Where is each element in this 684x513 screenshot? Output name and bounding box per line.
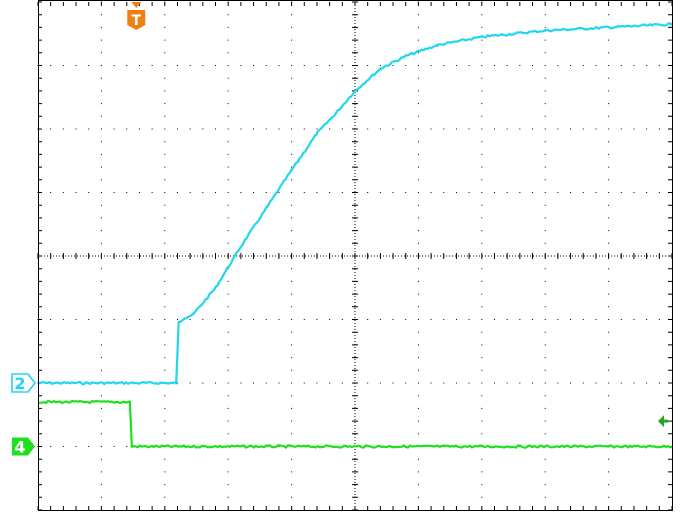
center-axes: [37, 1, 673, 511]
waveform-traces: [37, 22, 673, 449]
trigger-level-indicator: [658, 415, 668, 428]
channel-2-trace: [37, 22, 673, 386]
channel-4-ground-marker: 4: [12, 437, 35, 457]
trigger-badge: [127, 10, 146, 30]
channel-markers: 2 4 T: [11, 2, 668, 457]
channel-4-trace: [37, 399, 673, 449]
channel-2-label: 2: [14, 374, 25, 393]
channel-4-label: 4: [14, 438, 25, 457]
trigger-level-stem: [664, 419, 668, 423]
trigger-level-arrow-icon: [658, 415, 664, 428]
trigger-position-marker: T: [127, 2, 146, 30]
channel-2-marker-shape: [11, 373, 37, 393]
graticule-grid: [37, 1, 673, 511]
trigger-label: T: [131, 13, 141, 29]
channel-4-marker-shape: [12, 437, 35, 456]
screen-border: [38, 0, 673, 511]
channel-2-ground-marker: 2: [11, 373, 37, 393]
trigger-arrow-icon: [131, 2, 142, 8]
